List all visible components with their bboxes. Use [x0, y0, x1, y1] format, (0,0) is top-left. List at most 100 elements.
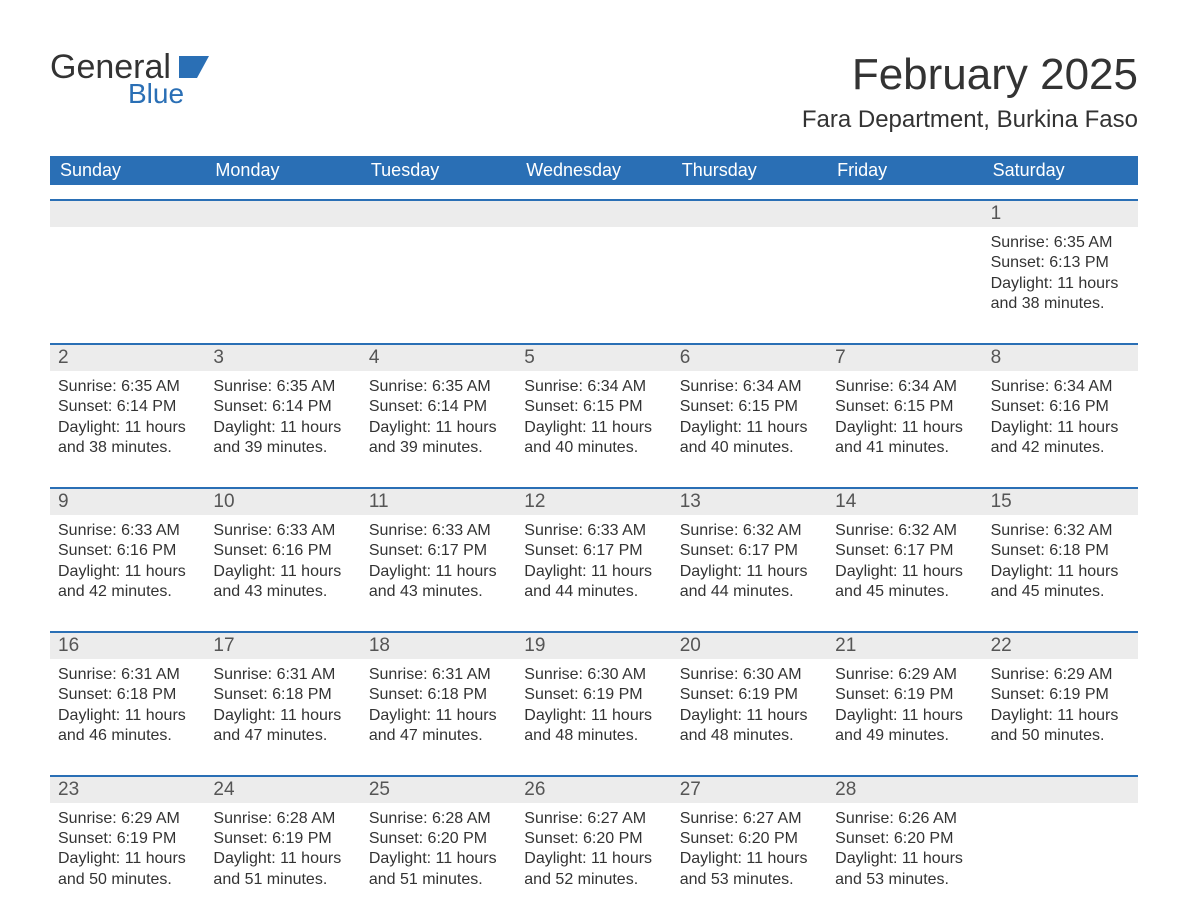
daylight-text: Daylight: 11 hours and 38 minutes. — [991, 274, 1130, 315]
sunset-text: Sunset: 6:18 PM — [58, 685, 197, 705]
sunset-text: Sunset: 6:17 PM — [524, 541, 663, 561]
day-number: 24 — [205, 777, 360, 803]
sunrise-text: Sunrise: 6:28 AM — [369, 809, 508, 829]
sunrise-text: Sunrise: 6:35 AM — [213, 377, 352, 397]
sunrise-text: Sunrise: 6:31 AM — [369, 665, 508, 685]
day-cell: Sunrise: 6:29 AMSunset: 6:19 PMDaylight:… — [983, 659, 1138, 761]
day-cell: Sunrise: 6:33 AMSunset: 6:16 PMDaylight:… — [50, 515, 205, 617]
daylight-text: Daylight: 11 hours and 39 minutes. — [369, 418, 508, 459]
sunrise-text: Sunrise: 6:32 AM — [991, 521, 1130, 541]
sunset-text: Sunset: 6:20 PM — [835, 829, 974, 849]
day-number: 1 — [983, 201, 1138, 227]
daylight-text: Daylight: 11 hours and 40 minutes. — [680, 418, 819, 459]
day-number: 22 — [983, 633, 1138, 659]
week-row: 23 24 25 26 27 28 Sunrise: 6:29 AMSunset… — [50, 775, 1138, 905]
sunrise-text: Sunrise: 6:34 AM — [524, 377, 663, 397]
sunrise-text: Sunrise: 6:26 AM — [835, 809, 974, 829]
day-cell: Sunrise: 6:32 AMSunset: 6:17 PMDaylight:… — [827, 515, 982, 617]
sunset-text: Sunset: 6:19 PM — [680, 685, 819, 705]
daynum-row: 9 10 11 12 13 14 15 — [50, 489, 1138, 515]
sunrise-text: Sunrise: 6:35 AM — [58, 377, 197, 397]
weekday-monday: Monday — [205, 156, 360, 185]
daylight-text: Daylight: 11 hours and 42 minutes. — [58, 562, 197, 603]
daylight-text: Daylight: 11 hours and 44 minutes. — [680, 562, 819, 603]
day-cell: Sunrise: 6:35 AMSunset: 6:14 PMDaylight:… — [50, 371, 205, 473]
day-cell: Sunrise: 6:31 AMSunset: 6:18 PMDaylight:… — [50, 659, 205, 761]
weekday-thursday: Thursday — [672, 156, 827, 185]
day-number: 7 — [827, 345, 982, 371]
day-body-row: Sunrise: 6:33 AMSunset: 6:16 PMDaylight:… — [50, 515, 1138, 617]
daylight-text: Daylight: 11 hours and 47 minutes. — [369, 706, 508, 747]
daylight-text: Daylight: 11 hours and 52 minutes. — [524, 849, 663, 890]
daylight-text: Daylight: 11 hours and 43 minutes. — [369, 562, 508, 603]
day-number: 15 — [983, 489, 1138, 515]
day-cell — [361, 227, 516, 329]
title-block: February 2025 Fara Department, Burkina F… — [802, 50, 1138, 148]
day-cell: Sunrise: 6:30 AMSunset: 6:19 PMDaylight:… — [516, 659, 671, 761]
day-number — [983, 777, 1138, 803]
sunrise-text: Sunrise: 6:34 AM — [680, 377, 819, 397]
day-body-row: Sunrise: 6:31 AMSunset: 6:18 PMDaylight:… — [50, 659, 1138, 761]
sunset-text: Sunset: 6:19 PM — [213, 829, 352, 849]
sunrise-text: Sunrise: 6:31 AM — [213, 665, 352, 685]
day-cell — [827, 227, 982, 329]
day-number: 10 — [205, 489, 360, 515]
day-number: 23 — [50, 777, 205, 803]
day-cell — [205, 227, 360, 329]
weekday-sunday: Sunday — [50, 156, 205, 185]
sunrise-text: Sunrise: 6:33 AM — [58, 521, 197, 541]
day-cell: Sunrise: 6:32 AMSunset: 6:18 PMDaylight:… — [983, 515, 1138, 617]
sunset-text: Sunset: 6:20 PM — [369, 829, 508, 849]
sunrise-text: Sunrise: 6:33 AM — [524, 521, 663, 541]
sunset-text: Sunset: 6:16 PM — [58, 541, 197, 561]
day-number: 16 — [50, 633, 205, 659]
daylight-text: Daylight: 11 hours and 38 minutes. — [58, 418, 197, 459]
sunrise-text: Sunrise: 6:27 AM — [680, 809, 819, 829]
weekday-wednesday: Wednesday — [516, 156, 671, 185]
sunrise-text: Sunrise: 6:35 AM — [369, 377, 508, 397]
sunrise-text: Sunrise: 6:35 AM — [991, 233, 1130, 253]
daylight-text: Daylight: 11 hours and 45 minutes. — [991, 562, 1130, 603]
week-row: 2 3 4 5 6 7 8 Sunrise: 6:35 AMSunset: 6:… — [50, 343, 1138, 473]
sunrise-text: Sunrise: 6:28 AM — [213, 809, 352, 829]
daylight-text: Daylight: 11 hours and 42 minutes. — [991, 418, 1130, 459]
week-row: 1 Sunrise: 6:35 AM Sunset: 6:13 PM Dayli… — [50, 199, 1138, 329]
day-number: 18 — [361, 633, 516, 659]
day-cell: Sunrise: 6:34 AMSunset: 6:15 PMDaylight:… — [516, 371, 671, 473]
day-number: 26 — [516, 777, 671, 803]
daylight-text: Daylight: 11 hours and 43 minutes. — [213, 562, 352, 603]
day-cell: Sunrise: 6:35 AMSunset: 6:14 PMDaylight:… — [361, 371, 516, 473]
day-number: 14 — [827, 489, 982, 515]
sunset-text: Sunset: 6:14 PM — [58, 397, 197, 417]
sunset-text: Sunset: 6:14 PM — [213, 397, 352, 417]
sunrise-text: Sunrise: 6:31 AM — [58, 665, 197, 685]
daylight-text: Daylight: 11 hours and 44 minutes. — [524, 562, 663, 603]
daylight-text: Daylight: 11 hours and 51 minutes. — [369, 849, 508, 890]
day-body-row: Sunrise: 6:35 AMSunset: 6:14 PMDaylight:… — [50, 371, 1138, 473]
day-number: 20 — [672, 633, 827, 659]
sunrise-text: Sunrise: 6:33 AM — [213, 521, 352, 541]
day-cell: Sunrise: 6:29 AMSunset: 6:19 PMDaylight:… — [50, 803, 205, 905]
sunrise-text: Sunrise: 6:29 AM — [991, 665, 1130, 685]
sunrise-text: Sunrise: 6:34 AM — [835, 377, 974, 397]
day-number: 11 — [361, 489, 516, 515]
daylight-text: Daylight: 11 hours and 40 minutes. — [524, 418, 663, 459]
sunset-text: Sunset: 6:20 PM — [680, 829, 819, 849]
sunrise-text: Sunrise: 6:30 AM — [680, 665, 819, 685]
sunset-text: Sunset: 6:19 PM — [835, 685, 974, 705]
daylight-text: Daylight: 11 hours and 46 minutes. — [58, 706, 197, 747]
day-cell: Sunrise: 6:35 AMSunset: 6:14 PMDaylight:… — [205, 371, 360, 473]
daylight-text: Daylight: 11 hours and 50 minutes. — [58, 849, 197, 890]
sunset-text: Sunset: 6:19 PM — [524, 685, 663, 705]
day-body-row: Sunrise: 6:29 AMSunset: 6:19 PMDaylight:… — [50, 803, 1138, 905]
daylight-text: Daylight: 11 hours and 48 minutes. — [680, 706, 819, 747]
day-cell: Sunrise: 6:30 AMSunset: 6:19 PMDaylight:… — [672, 659, 827, 761]
week-row: 16 17 18 19 20 21 22 Sunrise: 6:31 AMSun… — [50, 631, 1138, 761]
sunrise-text: Sunrise: 6:29 AM — [835, 665, 974, 685]
day-cell — [50, 227, 205, 329]
day-cell — [983, 803, 1138, 905]
day-number — [827, 201, 982, 227]
day-cell: Sunrise: 6:27 AMSunset: 6:20 PMDaylight:… — [672, 803, 827, 905]
sunrise-text: Sunrise: 6:34 AM — [991, 377, 1130, 397]
daylight-text: Daylight: 11 hours and 41 minutes. — [835, 418, 974, 459]
